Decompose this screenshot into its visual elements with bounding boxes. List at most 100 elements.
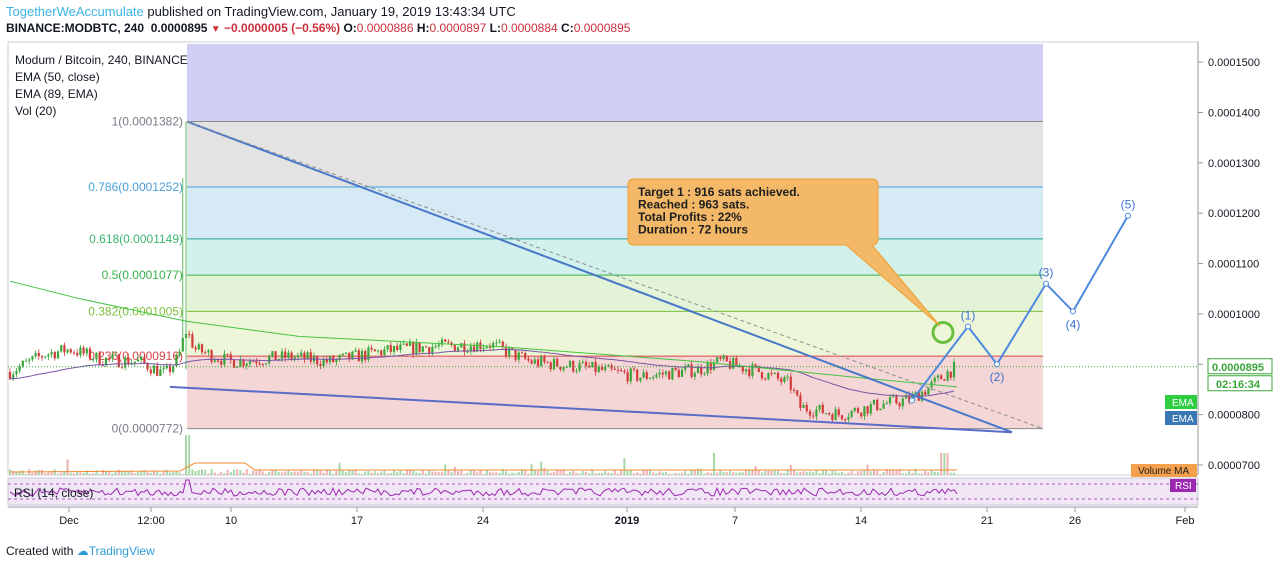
symbol-label: BINANCE:MODBTC, 240: [6, 21, 145, 35]
candle-body: [360, 350, 364, 362]
candle-body: [658, 372, 661, 375]
elliott-wave-point: [1070, 308, 1076, 315]
candle-body: [469, 346, 472, 352]
volume-bar: [562, 469, 565, 475]
volume-bar: [770, 470, 773, 475]
candle-body: [536, 359, 540, 366]
candle-body: [508, 348, 511, 356]
volume-bar: [399, 470, 402, 475]
volume-bar: [857, 471, 859, 475]
y-tick-label: 0.0001400: [1208, 107, 1260, 119]
volume-bar: [236, 469, 239, 475]
candle-body: [584, 362, 588, 367]
volume-bar: [146, 471, 149, 475]
volume-bar: [783, 473, 786, 475]
volume-bar: [930, 469, 933, 475]
candle-body: [466, 351, 469, 353]
volume-bar: [658, 471, 661, 475]
candle-body: [204, 352, 207, 354]
volume-bar: [927, 472, 930, 475]
candle-body: [136, 359, 140, 362]
volume-bar: [921, 473, 923, 475]
close-value: 0.0000895: [573, 21, 631, 35]
fib-level-label: 0(0.0000772): [112, 422, 183, 436]
volume-bar: [393, 470, 395, 475]
volume-bar: [140, 470, 143, 475]
volume-bar: [668, 473, 671, 475]
candle-body: [914, 392, 917, 395]
candle-body: [677, 369, 680, 377]
volume-bar: [9, 469, 11, 475]
volume-bar: [575, 472, 578, 475]
volume-bar: [322, 472, 325, 475]
candle-body: [588, 366, 591, 368]
candle-body: [316, 356, 319, 365]
candle-body: [290, 352, 293, 360]
x-tick-label: Feb: [1176, 515, 1195, 527]
fib-extension-zone: [187, 44, 1043, 122]
candle-body: [648, 378, 652, 380]
volume-bar: [383, 469, 386, 475]
candle-body: [21, 360, 24, 367]
volume-bar: [620, 469, 623, 475]
candle-body: [117, 354, 120, 368]
volume-bar: [591, 469, 594, 475]
volume-bar: [34, 470, 37, 475]
x-tick-label: 2019: [615, 515, 639, 527]
volume-bar: [937, 472, 939, 475]
volume-bar: [162, 470, 165, 475]
high-value: 0.0000897: [429, 21, 487, 35]
candle-body: [802, 405, 805, 408]
candle-body: [159, 369, 162, 376]
candle-body: [943, 379, 946, 381]
volume-bar: [341, 470, 344, 475]
candle-body: [277, 358, 280, 361]
volume-bar: [882, 471, 885, 475]
volume-bar: [63, 471, 66, 475]
fib-zone: [187, 187, 1043, 239]
tradingview-brand[interactable]: TradingView: [88, 544, 155, 558]
candle-body: [936, 375, 940, 378]
volume-bar: [665, 471, 667, 475]
volume-bar: [818, 473, 821, 475]
volume-bar: [137, 472, 139, 475]
candle-body: [12, 374, 15, 379]
volume-bar: [719, 469, 722, 475]
candle-body: [495, 342, 498, 344]
candle-body: [213, 360, 216, 362]
candle-body: [792, 389, 796, 391]
volume-bar: [441, 471, 443, 475]
candle-body: [143, 356, 146, 364]
candle-body: [319, 364, 322, 367]
volume-bar: [332, 473, 335, 475]
volume-ma-badge-label: Volume MA: [1138, 466, 1189, 477]
candle-body: [306, 352, 309, 360]
candle-body: [815, 409, 818, 417]
volume-bar: [354, 469, 357, 475]
candle-body: [908, 395, 911, 402]
volume-bar: [373, 471, 376, 475]
candle-body: [28, 359, 31, 361]
candle-body: [952, 362, 956, 378]
candle-body: [325, 359, 328, 363]
author-link[interactable]: TogetherWeAccumulate: [6, 4, 144, 19]
fib-zone: [187, 121, 1043, 188]
candle-body: [924, 391, 927, 395]
candle-body: [946, 371, 949, 381]
candle-body: [335, 359, 338, 363]
candle-body: [341, 353, 344, 356]
candle-body: [837, 409, 840, 416]
volume-bar: [300, 470, 303, 475]
volume-bar: [911, 473, 914, 475]
volume-bar: [821, 470, 824, 475]
volume-bar: [89, 473, 91, 475]
volume-bar: [290, 471, 293, 475]
fib-zone: [187, 275, 1043, 312]
volume-bar: [732, 472, 735, 475]
volume-bar: [217, 473, 219, 475]
candle-body: [367, 347, 370, 360]
candle-body: [149, 369, 152, 374]
rsi-badge-label: RSI: [1175, 481, 1192, 492]
down-arrow-icon: ▼: [210, 24, 221, 35]
